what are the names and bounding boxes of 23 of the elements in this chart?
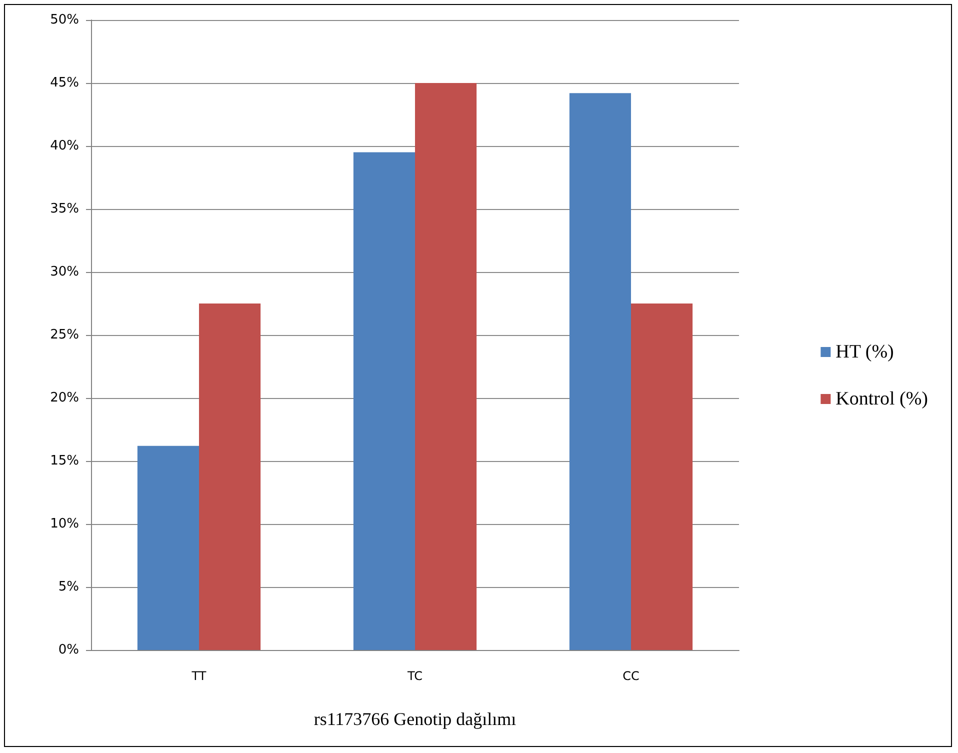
y-tick-label: 20%: [50, 390, 79, 406]
y-tick-label: 30%: [50, 264, 79, 280]
y-tick-label: 40%: [50, 138, 79, 154]
y-tick-label: 35%: [50, 202, 79, 216]
x-tick-label: CC: [622, 669, 640, 683]
bar: [137, 446, 199, 650]
y-tick-label: 50%: [50, 12, 79, 28]
y-tick-label: 5%: [58, 580, 79, 594]
bar: [631, 304, 693, 650]
bar: [569, 93, 631, 650]
x-axis-title: rs1173766 Genotip dağılımı: [314, 709, 516, 729]
x-tick-label: TT: [190, 669, 207, 683]
y-tick-label: 25%: [50, 328, 79, 342]
legend-label: HT (%): [836, 342, 894, 362]
x-tick-label: TC: [406, 669, 423, 683]
y-tick-label: 15%: [50, 454, 79, 468]
bar: [415, 83, 477, 650]
y-tick-label: 0%: [58, 642, 79, 658]
y-tick-label: 45%: [50, 76, 79, 90]
y-tick-label: 10%: [50, 516, 79, 532]
bar: [199, 304, 261, 650]
bar: [353, 152, 415, 650]
legend-label: Kontrol (%): [836, 388, 928, 410]
